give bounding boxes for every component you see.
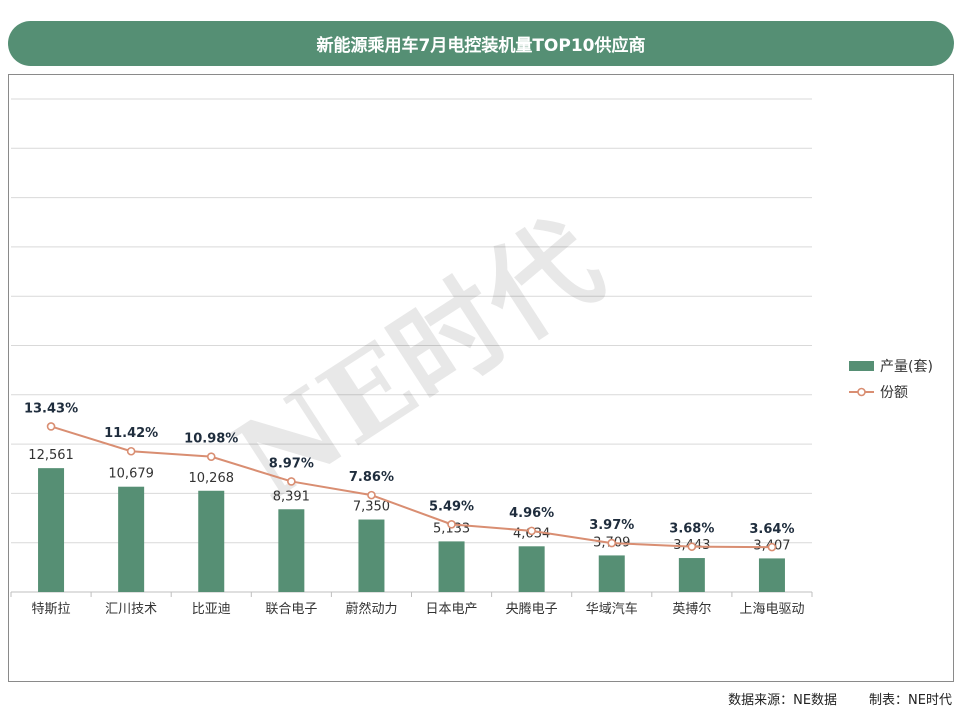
plot-area: NE时代 12,561 特斯拉 10,679 汇川技术 10,268 比亚迪 8,391 联合电… [8,74,954,682]
share-value-label: 3.97% [589,518,634,533]
share-marker [687,542,697,551]
bar [438,541,465,592]
x-tick-label: 汇川技术 [105,602,157,617]
bar-value-label: 7,350 [353,500,390,515]
chart-maker-label: 制表：NE时代 [869,693,952,708]
share-marker [206,452,216,461]
share-value-label: 11.42% [104,426,158,441]
bar-value-label: 8,391 [273,489,310,504]
bar-value-label: 10,268 [189,471,235,486]
share-value-label: 4.96% [509,506,554,521]
bar-value-label: 10,679 [108,467,154,482]
bar [598,555,625,592]
share-marker [527,526,536,536]
bar [518,546,545,592]
bar-value-label: 12,561 [28,448,74,463]
share-marker [126,446,136,456]
legend-label-bar: 产量(套) [880,359,933,375]
chart-title: 新能源乘用车7月电控装机量TOP10供应商 [8,21,954,66]
share-marker [767,542,777,552]
bar [278,509,305,592]
bar [358,519,385,592]
bar [198,490,225,592]
x-tick-label: 央腾电子 [506,601,558,617]
share-value-label: 8.97% [269,456,314,471]
share-value-label: 5.49% [429,499,474,514]
legend-swatch-bar [849,361,874,371]
share-value-label: 3.64% [749,522,794,537]
share-marker [607,538,617,548]
data-source-label: 数据来源：NE数据 [728,693,838,708]
x-tick-label: 华域汽车 [586,601,638,617]
share-marker [447,520,456,529]
share-marker [46,422,56,431]
x-tick-label: 日本电产 [426,602,478,617]
share-value-label: 3.68% [669,522,714,537]
share-value-label: 13.43% [24,401,78,416]
bar [118,486,145,592]
share-value-label: 10.98% [184,432,238,447]
x-tick-label: 比亚迪 [192,602,231,617]
x-tick-label: 上海电驱动 [739,602,804,617]
x-tick-label: 联合电子 [265,602,317,617]
share-marker [287,477,296,486]
share-marker [367,490,376,500]
chart-svg: NE时代12,561特斯拉10,679汇川技术10,268比亚迪8,391联合电… [10,98,933,617]
share-line [50,425,772,549]
legend-swatch-marker [857,387,866,397]
x-tick-label: 英搏尔 [672,601,711,617]
x-tick-label: 蔚然动力 [345,601,397,617]
footer: 数据来源：NE数据 制表：NE时代 [728,689,952,709]
x-tick-label: 特斯拉 [32,602,71,617]
bar [758,558,785,592]
bar [678,558,705,592]
bar [38,468,65,592]
share-value-label: 7.86% [349,470,394,485]
legend-label-line: 份额 [880,385,908,401]
